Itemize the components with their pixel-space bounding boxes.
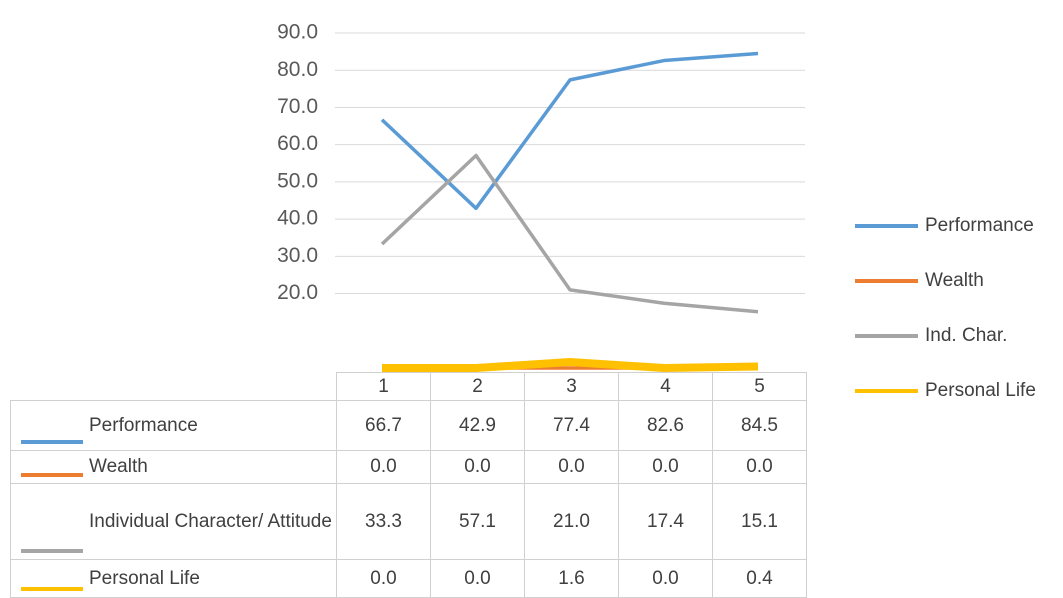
table-cell: 0.0 (618, 559, 713, 598)
table-cell: 15.1 (712, 483, 807, 560)
row-label-text: Personal Life (89, 567, 200, 589)
row-key (21, 473, 83, 477)
table-cell: 0.0 (336, 450, 431, 484)
row-label-text: Performance (89, 414, 198, 436)
row-label-text: Wealth (89, 456, 148, 477)
x-tick-label: 3 (524, 372, 619, 401)
table-row: Individual Character/ Attitude 33.3 57.1 21… (10, 483, 807, 560)
table-cell: 82.6 (618, 400, 713, 451)
table-cell: 0.0 (336, 559, 431, 598)
series-line (380, 153, 759, 314)
table-cell: 0.0 (618, 450, 713, 484)
y-tick-label: 40.0 (277, 207, 318, 230)
legend-label: Performance (925, 215, 1034, 236)
series-line (380, 51, 759, 211)
table-cell: 0.0 (524, 450, 619, 484)
data-table: 1 2 3 4 5 Performance 66.7 42.9 77.4 82.6 84.5 Weal… (10, 372, 807, 598)
y-tick-label: 90.0 (277, 21, 318, 44)
y-tick-label: 50.0 (277, 169, 318, 192)
table-cell: 17.4 (618, 483, 713, 560)
y-tick-label: 30.0 (277, 244, 318, 267)
row-label-text: Individual Character/ Attitude (89, 510, 332, 532)
y-tick-label: 60.0 (277, 132, 318, 155)
table-cell: 33.3 (336, 483, 431, 560)
row-key (21, 440, 83, 444)
x-tick-label: 1 (336, 372, 431, 401)
row-label: Personal Life (10, 559, 337, 598)
table-cell: 84.5 (712, 400, 807, 451)
series-line (382, 358, 759, 372)
row-label: Individual Character/ Attitude (10, 483, 337, 560)
table-row: Performance 66.7 42.9 77.4 82.6 84.5 (10, 400, 807, 451)
table-cell: 77.4 (524, 400, 619, 451)
table-row: Personal Life 0.0 0.0 1.6 0.0 0.4 (10, 559, 807, 598)
table-cell: 0.0 (430, 559, 525, 598)
legend-label: Ind. Char. (925, 325, 1007, 346)
y-tick-label: 80.0 (277, 58, 318, 81)
table-cell: 57.1 (430, 483, 525, 560)
table-cell: 21.0 (524, 483, 619, 560)
y-tick-label: 20.0 (277, 281, 318, 304)
table-cell: 0.0 (430, 450, 525, 484)
x-tick-label: 5 (712, 372, 807, 401)
row-key (21, 549, 83, 553)
table-cell: 42.9 (430, 400, 525, 451)
table-row: Wealth 0.0 0.0 0.0 0.0 0.0 (10, 450, 807, 484)
legend-label: Wealth (925, 270, 984, 291)
legend-label: Personal Life (925, 380, 1036, 401)
row-key (21, 587, 83, 591)
table-cell: 1.6 (524, 559, 619, 598)
x-tick-label: 2 (430, 372, 525, 401)
row-label: Performance (10, 400, 337, 451)
table-cell: 66.7 (336, 400, 431, 451)
row-label: Wealth (10, 450, 337, 484)
x-tick-label: 4 (618, 372, 713, 401)
corner (11, 373, 337, 401)
table-cell: 0.0 (712, 450, 807, 484)
table-cell: 0.4 (712, 559, 807, 598)
y-tick-label: 70.0 (277, 95, 318, 118)
